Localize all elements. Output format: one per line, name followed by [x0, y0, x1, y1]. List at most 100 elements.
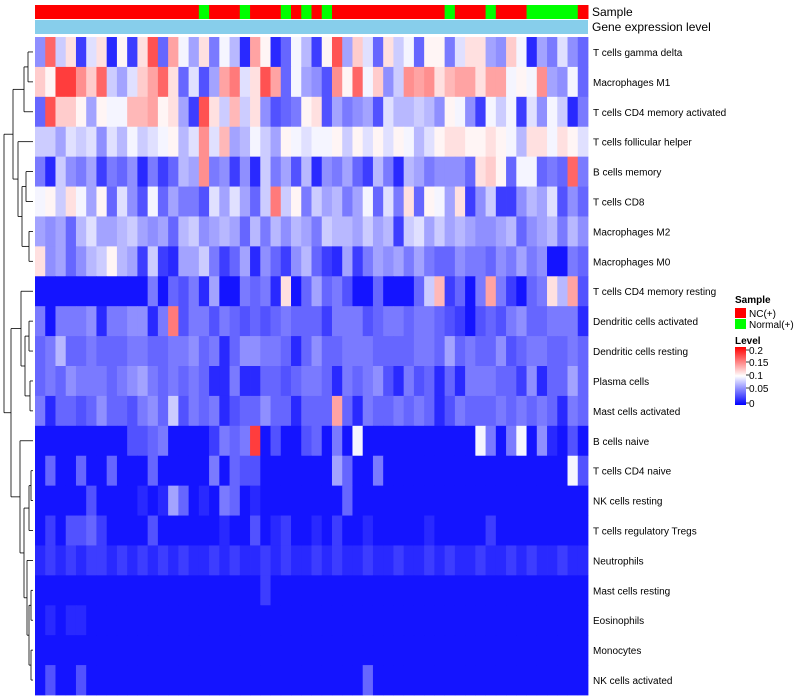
sample-cell-32: [362, 5, 374, 19]
heatmap-cell: [311, 126, 323, 158]
heatmap-cell: [352, 425, 364, 457]
heatmap-cell: [331, 306, 343, 337]
heatmap-cell: [342, 515, 353, 546]
heatmap-cell: [229, 575, 241, 606]
heatmap-cell: [331, 96, 343, 128]
heatmap-cell: [321, 635, 333, 666]
heatmap-cell: [444, 485, 456, 516]
heatmap-cell: [106, 366, 118, 397]
heatmap-cell: [280, 515, 292, 546]
heatmap-cell: [168, 96, 179, 128]
heatmap-cell: [383, 126, 394, 158]
heatmap-cell: [352, 246, 364, 277]
heatmap-cell: [516, 306, 527, 337]
heatmap-cell: [475, 485, 486, 516]
heatmap-cell: [229, 635, 241, 666]
heatmap-cell: [424, 665, 435, 696]
heatmap-cell: [495, 216, 507, 247]
heatmap-cell: [250, 575, 261, 606]
heatmap-cell: [536, 306, 548, 337]
heatmap-cell: [424, 156, 435, 187]
heatmap-cell: [536, 575, 548, 606]
heatmap-cell: [188, 96, 200, 128]
heatmap-cell: [209, 575, 220, 606]
heatmap-cell: [127, 635, 138, 666]
heatmap-cell: [547, 425, 558, 457]
expression-bar-fill: [35, 20, 588, 34]
heatmap-cell: [352, 306, 364, 337]
heatmap-cell: [45, 485, 56, 516]
heatmap-cell: [127, 96, 138, 128]
heatmap-cell: [485, 216, 497, 247]
heatmap-cell: [342, 455, 353, 487]
heatmap-cell: [270, 635, 282, 666]
heatmap-cell: [86, 336, 97, 367]
heatmap-cell: [260, 455, 271, 487]
heatmap-cell: [127, 395, 138, 427]
heatmap-cell: [188, 156, 200, 187]
heatmap-cell: [106, 246, 118, 277]
heatmap-cell: [372, 395, 384, 427]
heatmap-cell: [270, 246, 282, 277]
heatmap-cell: [137, 246, 149, 277]
heatmap-cell: [547, 216, 558, 247]
heatmap-cell: [536, 186, 548, 217]
heatmap-cell: [291, 216, 302, 247]
heatmap-cell: [444, 246, 456, 277]
heatmap-cell: [506, 455, 517, 487]
heatmap-cell: [413, 37, 425, 68]
heatmap-cell: [86, 366, 97, 397]
heatmap-cell: [403, 395, 415, 427]
heatmap-cell: [260, 545, 271, 576]
heatmap-cell: [331, 156, 343, 187]
heatmap-cell: [116, 665, 128, 696]
heatmap-cell: [127, 366, 138, 397]
heatmap-cell: [55, 605, 67, 636]
heatmap-cell: [465, 605, 476, 636]
heatmap-cell: [75, 37, 87, 68]
sample-cell-4: [75, 5, 87, 19]
heatmap-cell: [301, 515, 312, 546]
heatmap-cell: [516, 96, 527, 128]
heatmap-cell: [239, 126, 251, 158]
heatmap-cell: [250, 545, 261, 576]
heatmap-cell: [536, 455, 548, 487]
heatmap-cell: [157, 246, 169, 277]
heatmap-cell: [157, 186, 169, 217]
heatmap-cell: [157, 336, 169, 367]
sample-cell-11: [147, 5, 159, 19]
heatmap-cell: [465, 126, 476, 158]
heatmap-cell: [444, 395, 456, 427]
heatmap-cell: [547, 306, 558, 337]
heatmap-cell: [424, 545, 435, 576]
heatmap-cell: [372, 66, 384, 98]
heatmap-cell: [485, 635, 497, 666]
heatmap-cell: [280, 665, 292, 696]
heatmap-cell: [168, 545, 179, 576]
heatmap-cell: [516, 545, 527, 576]
heatmap-cell: [301, 126, 312, 158]
heatmap-cell: [536, 66, 548, 98]
heatmap-cell: [403, 455, 415, 487]
heatmap-cell: [260, 306, 271, 337]
heatmap-cell: [229, 425, 241, 457]
heatmap-cell: [413, 216, 425, 247]
heatmap-cell: [106, 336, 118, 367]
heatmap-cell: [147, 216, 159, 247]
heatmap-cell: [157, 306, 169, 337]
heatmap-cell: [86, 485, 97, 516]
heatmap-cell: [65, 485, 77, 516]
heatmap-cell: [188, 366, 200, 397]
heatmap-cell: [198, 336, 210, 367]
heatmap-cell: [198, 37, 210, 68]
heatmap-cell: [147, 635, 159, 666]
heatmap-cell: [506, 96, 517, 128]
heatmap-cell: [96, 485, 108, 516]
heatmap-cell: [342, 425, 353, 457]
heatmap-cell: [372, 485, 384, 516]
heatmap-cell: [116, 216, 128, 247]
heatmap-cell: [434, 156, 446, 187]
heatmap-cell: [250, 216, 261, 247]
heatmap-cell: [219, 37, 230, 68]
heatmap-cell: [178, 306, 190, 337]
